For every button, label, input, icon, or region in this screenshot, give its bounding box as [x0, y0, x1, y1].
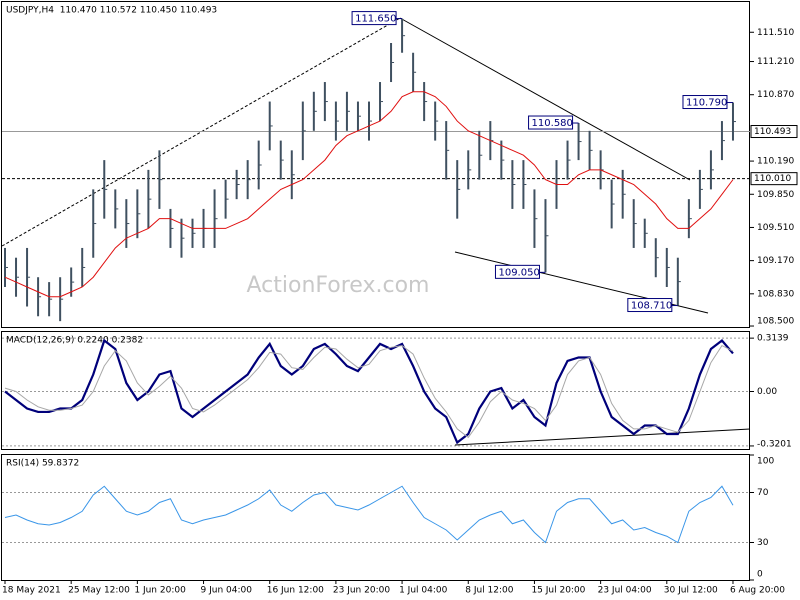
- x-tick-label: 9 Jun 04:00: [201, 586, 253, 596]
- x-tick-label: 18 May 2021: [2, 586, 61, 596]
- macd-panel: [1, 331, 750, 450]
- y-tick-label: 111.210: [757, 57, 794, 67]
- trend-line: [1, 17, 401, 247]
- y-tick-label: 108.500: [757, 317, 794, 327]
- price-title: USDJPY,H4 110.470 110.572 110.450 110.49…: [6, 6, 217, 16]
- y-tick-label: 0.3139: [757, 334, 789, 344]
- indicator-line: [4, 485, 734, 544]
- x-tick-label: 1 Jun 20:00: [134, 586, 186, 596]
- macd-title: MACD(12,26,9) 0.2240 0.2382: [6, 336, 143, 346]
- trend-line: [454, 428, 751, 446]
- price-level-box: [750, 172, 798, 186]
- x-tick-label: 1 Jul 04:00: [399, 586, 448, 596]
- x-tick-label: 8 Jul 12:00: [465, 586, 514, 596]
- y-tick-label: -0.3201: [757, 440, 792, 450]
- x-tick-label: 23 Jul 04:00: [598, 586, 652, 596]
- price-level-box: [750, 125, 798, 139]
- y-tick-label: 110.190: [757, 157, 794, 167]
- x-tick-label: 6 Aug 20:00: [730, 586, 785, 596]
- y-tick-label: 108.830: [757, 289, 794, 299]
- y-tick-label: 110.870: [757, 90, 794, 100]
- y-tick-label: 100: [757, 457, 774, 467]
- y-tick-label: 30: [757, 538, 769, 548]
- trend-line: [399, 17, 691, 181]
- x-tick-label: 23 Jun 20:00: [333, 586, 390, 596]
- rsi-title: RSI(14) 59.8372: [6, 459, 79, 469]
- annotation-label: 108.710: [631, 301, 672, 312]
- x-tick-label: 25 May 12:00: [68, 586, 130, 596]
- annotation-label: 110.790: [686, 98, 727, 109]
- y-tick-label: 111.510: [757, 28, 794, 38]
- annotation-label: 109.050: [498, 267, 539, 278]
- indicator-line: [4, 344, 734, 439]
- y-tick-label: 0.00: [757, 387, 777, 397]
- y-tick-label: 109.850: [757, 190, 794, 200]
- annotation-label: 111.650: [355, 14, 396, 25]
- y-tick-label: 109.170: [757, 256, 794, 266]
- moving-average: [4, 91, 734, 298]
- watermark: ActionForex.com: [247, 273, 430, 298]
- x-tick-label: 15 Jul 20:00: [531, 586, 585, 596]
- x-tick-label: 30 Jul 12:00: [664, 586, 718, 596]
- x-tick-label: 16 Jun 12:00: [267, 586, 324, 596]
- indicator-line: [4, 338, 734, 445]
- y-tick-label: 0: [757, 570, 763, 580]
- price-panel: [1, 1, 750, 328]
- price-level-label: 110.010: [754, 174, 791, 184]
- rsi-panel: [1, 454, 750, 581]
- y-tick-label: 109.510: [757, 223, 794, 233]
- y-tick-label: 70: [757, 488, 769, 498]
- annotation-label: 110.580: [532, 118, 573, 129]
- price-level-label: 110.493: [754, 127, 791, 137]
